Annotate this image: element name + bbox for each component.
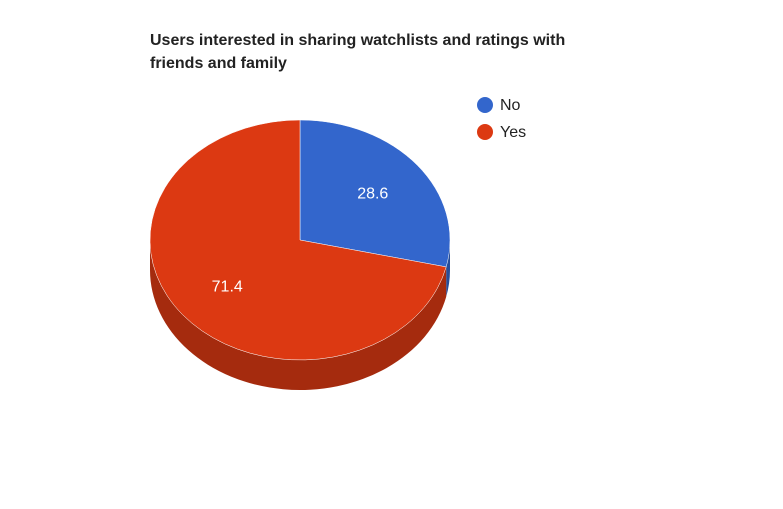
- legend-item-yes[interactable]: Yes: [477, 124, 526, 141]
- pie-label-yes: 71.4: [212, 278, 243, 295]
- legend-item-no[interactable]: No: [477, 97, 521, 114]
- legend-label-yes: Yes: [500, 124, 526, 141]
- pie-slice-yes[interactable]: [149, 119, 447, 361]
- pie-slice-labels: 28.6 71.4: [212, 186, 389, 296]
- chart-title: Users interested in sharing watchlists a…: [150, 32, 565, 72]
- legend-swatch-no: [477, 97, 493, 113]
- chart-title-line-1: Users interested in sharing watchlists a…: [150, 32, 565, 49]
- pie-label-no: 28.6: [357, 186, 388, 203]
- legend: No Yes: [477, 97, 526, 141]
- chart-title-line-2: friends and family: [150, 55, 287, 72]
- legend-swatch-yes: [477, 124, 493, 140]
- pie-side-yes: [150, 240, 447, 391]
- legend-label-no: No: [500, 97, 521, 114]
- pie-slice-no[interactable]: [299, 119, 451, 268]
- pie-slices: [149, 119, 451, 361]
